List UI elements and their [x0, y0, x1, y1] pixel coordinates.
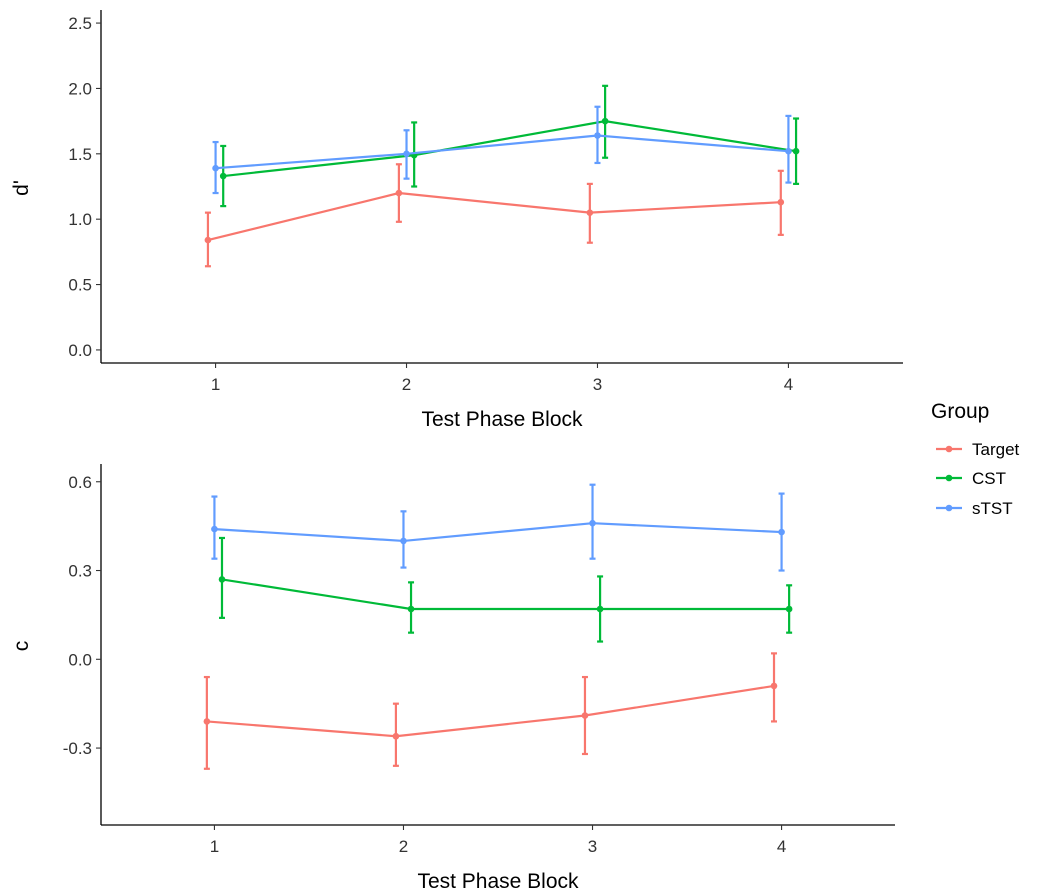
y-tick-label: 2.5 — [68, 14, 92, 33]
data-point — [395, 189, 403, 197]
legend-key-point — [945, 474, 953, 482]
y-tick-label: 0.0 — [68, 341, 92, 360]
data-point — [777, 198, 785, 206]
x-tick-label: 3 — [593, 375, 602, 394]
y-tick-label: 1.5 — [68, 145, 92, 164]
data-point — [218, 576, 226, 583]
legend-label: sTST — [972, 499, 1013, 518]
data-point — [601, 117, 609, 125]
legend-label: CST — [972, 469, 1006, 488]
legend-key-point — [945, 445, 953, 453]
series-target — [203, 652, 778, 770]
series-target — [204, 163, 785, 268]
series-line — [223, 120, 797, 178]
y-tick-label: 0.0 — [68, 650, 92, 669]
series-line — [214, 522, 782, 543]
legend-label: Target — [972, 440, 1020, 459]
data-point — [586, 209, 594, 216]
x-tick-label: 3 — [588, 837, 597, 856]
data-point — [785, 605, 793, 613]
data-point — [407, 605, 415, 613]
data-point — [792, 147, 800, 155]
series-line — [206, 684, 775, 738]
data-point — [596, 605, 604, 613]
data-point — [594, 132, 601, 139]
data-point — [403, 150, 410, 158]
x-axis-title: Test Phase Block — [417, 870, 579, 893]
data-point — [211, 525, 218, 533]
x-tick-label: 1 — [211, 375, 220, 394]
legend-item-stst: sTST — [936, 499, 1013, 518]
data-point — [212, 164, 219, 172]
series-line — [215, 134, 789, 170]
y-tick-label: 1.0 — [68, 210, 92, 229]
x-tick-label: 2 — [402, 375, 411, 394]
data-point — [392, 732, 400, 740]
data-point — [770, 682, 778, 690]
data-point — [589, 519, 596, 527]
y-axis-title: d' — [10, 180, 33, 196]
data-point — [400, 537, 407, 545]
series-line — [207, 191, 781, 242]
series-line — [221, 578, 790, 611]
legend-item-cst: CST — [936, 469, 1006, 488]
series-cst — [218, 536, 793, 643]
y-tick-label: 0.3 — [68, 562, 92, 581]
panel-criterion-c: -0.3 0.0 0.3 0.6 1 2 3 4 Test Phase Block c — [10, 464, 895, 893]
data-point — [785, 147, 792, 155]
legend-title: Group — [931, 400, 989, 423]
legend-key-point — [945, 504, 953, 512]
data-point — [204, 236, 212, 244]
x-tick-label: 4 — [777, 837, 786, 856]
data-point — [203, 718, 211, 725]
x-tick-label: 2 — [399, 837, 408, 856]
data-point — [219, 172, 227, 180]
series-stst — [212, 105, 792, 195]
data-point — [581, 712, 589, 719]
y-axis-title: c — [10, 641, 33, 652]
y-tick-label: 0.6 — [68, 473, 92, 492]
x-axis-title: Test Phase Block — [421, 408, 583, 431]
x-tick-label: 4 — [784, 375, 793, 394]
legend: Group Target CST sTST — [931, 400, 1020, 518]
series-stst — [211, 483, 785, 572]
series-cst — [219, 84, 800, 208]
y-tick-label: -0.3 — [63, 739, 92, 758]
legend-item-target: Target — [936, 440, 1020, 459]
data-point — [778, 528, 785, 536]
y-tick-label: 0.5 — [68, 276, 92, 295]
y-tick-label: 2.0 — [68, 79, 92, 98]
panel-d-prime: 0.0 0.5 1.0 1.5 2.0 2.5 1 2 3 4 Test Phase Block d' — [10, 10, 903, 431]
x-tick-label: 1 — [210, 837, 219, 856]
